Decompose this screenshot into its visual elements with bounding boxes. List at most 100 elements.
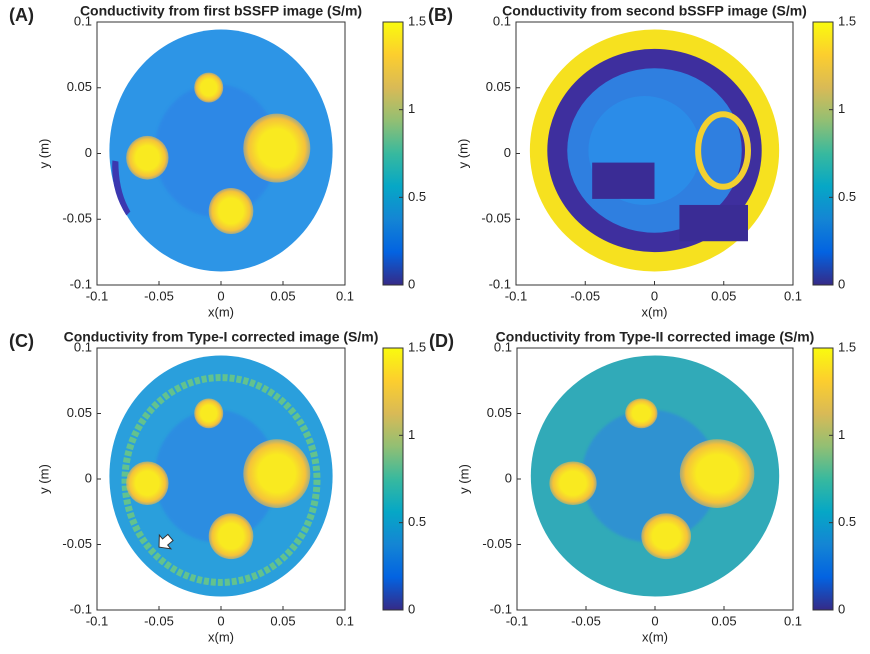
y-tick-label: -0.1 (489, 276, 511, 291)
colorbar-tick-label: 0.5 (838, 514, 856, 529)
y-tick-label: -0.1 (490, 601, 512, 616)
colorbar-tick-label: 1.5 (838, 13, 856, 28)
colorbar-tick-label: 1 (838, 427, 845, 442)
chart-title: Conductivity from second bSSFP image (S/… (502, 3, 807, 19)
y-tick-label: 0.1 (74, 13, 92, 28)
inclusion (625, 398, 658, 429)
artifact-region (695, 111, 751, 190)
x-tick-label: -0.05 (570, 288, 600, 303)
colorbar (812, 21, 834, 286)
colorbar-tick-label: 1 (408, 427, 415, 442)
y-tick-label: 0 (505, 470, 512, 485)
colorbar-tick-label: 1.5 (838, 339, 856, 354)
colorbar-tick-label: 1 (838, 101, 845, 116)
x-tick-label: 0.05 (270, 288, 295, 303)
y-tick-label: 0.05 (487, 405, 512, 420)
colorbar-tick-label: 0.5 (408, 514, 426, 529)
y-tick-label: -0.05 (482, 536, 512, 551)
x-axis-label: x(m) (642, 629, 668, 644)
colorbar-tick-label: 1.5 (408, 339, 426, 354)
panel-label: (B) (428, 5, 453, 25)
inclusion (208, 513, 254, 560)
x-tick-label: 0.1 (784, 288, 802, 303)
panel-label: (C) (9, 331, 34, 351)
y-tick-label: -0.1 (70, 601, 92, 616)
colorbar-tick-label: 0 (838, 601, 845, 616)
x-tick-label: 0 (651, 613, 658, 628)
colorbar-tick-label: 0 (838, 276, 845, 291)
inclusion (126, 135, 169, 180)
ring-artifact (121, 374, 321, 586)
x-tick-label: 0.05 (270, 613, 295, 628)
colorbar-tick-label: 1 (408, 101, 415, 116)
colorbar-tick-label: 0.5 (838, 189, 856, 204)
panel: -0.1 -0.05 0 0.05 0.1 -0.1 -0.05 0 0.05 0.1 x(m) y … (9, 329, 426, 645)
y-axis-label: y (m) (36, 139, 51, 169)
x-tick-label: 0 (651, 288, 658, 303)
y-tick-label: -0.05 (62, 536, 92, 551)
inclusion (126, 461, 169, 505)
y-tick-label: -0.05 (481, 211, 511, 226)
y-tick-label: -0.05 (62, 211, 92, 226)
inclusion (641, 513, 692, 560)
x-tick-label: -0.05 (144, 288, 174, 303)
x-tick-label: -0.05 (144, 613, 174, 628)
colorbar (382, 347, 404, 611)
colorbar-tick-label: 0 (408, 276, 415, 291)
colorbar (382, 21, 404, 286)
x-tick-label: -0.05 (571, 613, 601, 628)
x-tick-label: -0.1 (86, 613, 108, 628)
inclusion (194, 72, 224, 103)
x-tick-label: 0.05 (711, 288, 736, 303)
arrow (158, 533, 174, 550)
y-tick-label: 0.1 (74, 339, 92, 354)
x-axis-label: x(m) (208, 304, 234, 319)
phantom-center (154, 83, 278, 218)
phantom-center (154, 409, 278, 543)
panel: -0.1 -0.05 0 0.05 0.1 -0.1 -0.05 0 0.05 0.1 x(m) y … (9, 3, 426, 320)
x-tick-label: -0.1 (506, 613, 528, 628)
inclusion (194, 398, 224, 429)
panel: -0.1 -0.05 0 0.05 0.1 -0.1 -0.05 0 0.05 0.1 x(m) y … (428, 3, 856, 320)
colorbar (812, 347, 834, 611)
y-tick-label: -0.1 (70, 276, 92, 291)
x-axis-label: x(m) (642, 304, 668, 319)
x-tick-label: 0.05 (711, 613, 736, 628)
artifact-region (592, 162, 655, 199)
inclusion (549, 461, 597, 505)
chart-title: Conductivity from Type-I corrected image… (64, 329, 379, 345)
y-axis-label: y (m) (456, 464, 471, 494)
y-tick-label: 0 (504, 145, 511, 160)
panel-label: (D) (429, 331, 454, 351)
x-tick-label: -0.1 (86, 288, 108, 303)
artifact-region (679, 204, 748, 242)
x-tick-label: 0 (217, 613, 224, 628)
y-axis-label: y (m) (36, 464, 51, 494)
x-tick-label: 0.1 (336, 288, 354, 303)
y-tick-label: 0.1 (494, 339, 512, 354)
chart-title: Conductivity from first bSSFP image (S/m… (80, 3, 362, 19)
y-tick-label: 0.05 (486, 79, 511, 94)
inclusion (243, 439, 311, 508)
panel-label: (A) (9, 5, 34, 25)
y-tick-label: 0 (85, 470, 92, 485)
y-tick-label: 0.05 (67, 405, 92, 420)
y-tick-label: 0.1 (493, 13, 511, 28)
inclusion (208, 188, 254, 234)
chart-title: Conductivity from Type-II corrected imag… (496, 329, 815, 345)
phantom-center (581, 409, 719, 543)
x-tick-label: -0.1 (505, 288, 527, 303)
y-tick-label: 0 (85, 145, 92, 160)
x-tick-label: 0 (217, 288, 224, 303)
panel: -0.1 -0.05 0 0.05 0.1 -0.1 -0.05 0 0.05 0.1 x(m) y … (429, 329, 856, 645)
colorbar-tick-label: 1.5 (408, 13, 426, 28)
inclusion (679, 439, 755, 508)
y-axis-label: y (m) (455, 139, 470, 169)
x-tick-label: 0.1 (784, 613, 802, 628)
y-tick-label: 0.05 (67, 79, 92, 94)
edge-artifact (112, 160, 131, 216)
inclusion (243, 113, 311, 183)
colorbar-tick-label: 0.5 (408, 189, 426, 204)
colorbar-tick-label: 0 (408, 601, 415, 616)
